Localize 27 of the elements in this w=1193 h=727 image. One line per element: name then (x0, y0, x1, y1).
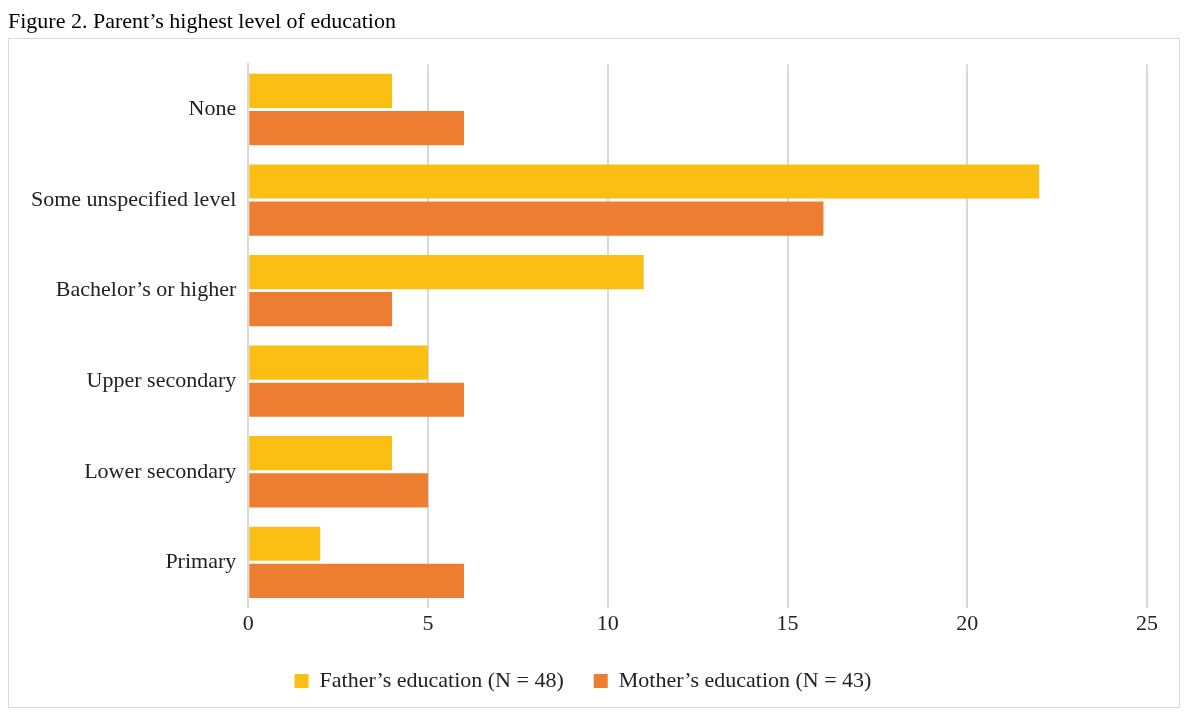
y-tick-label: Upper secondary (86, 366, 237, 392)
legend-label: Father’s education (N = 48) (319, 666, 564, 692)
x-tick-label: 15 (776, 609, 799, 635)
bar (249, 292, 393, 327)
x-tick-label: 5 (422, 609, 434, 635)
x-tick-label: 25 (1136, 609, 1158, 635)
y-tick-label: Lower secondary (84, 457, 237, 483)
bar (249, 254, 644, 290)
bar (249, 563, 464, 598)
x-tick-label: 10 (596, 609, 619, 635)
y-tick-label: None (188, 95, 237, 121)
x-tick-label: 20 (956, 609, 979, 635)
x-tick-label: 0 (242, 609, 254, 635)
chart-title: Figure 2. Parent’s highest level of education (8, 8, 397, 34)
y-tick-label: Primary (165, 548, 237, 574)
bar (249, 110, 464, 146)
bar (249, 201, 824, 236)
y-tick-label: Some unspecified level (30, 185, 237, 211)
bar (249, 473, 429, 508)
legend-label: Mother’s education (N = 43) (618, 666, 872, 692)
bar (249, 164, 1040, 199)
y-tick-label: Bachelor’s or higher (55, 276, 237, 302)
bar (249, 382, 464, 417)
bar (249, 436, 393, 471)
bar (249, 73, 393, 108)
bar (249, 345, 429, 380)
bar (249, 526, 321, 561)
